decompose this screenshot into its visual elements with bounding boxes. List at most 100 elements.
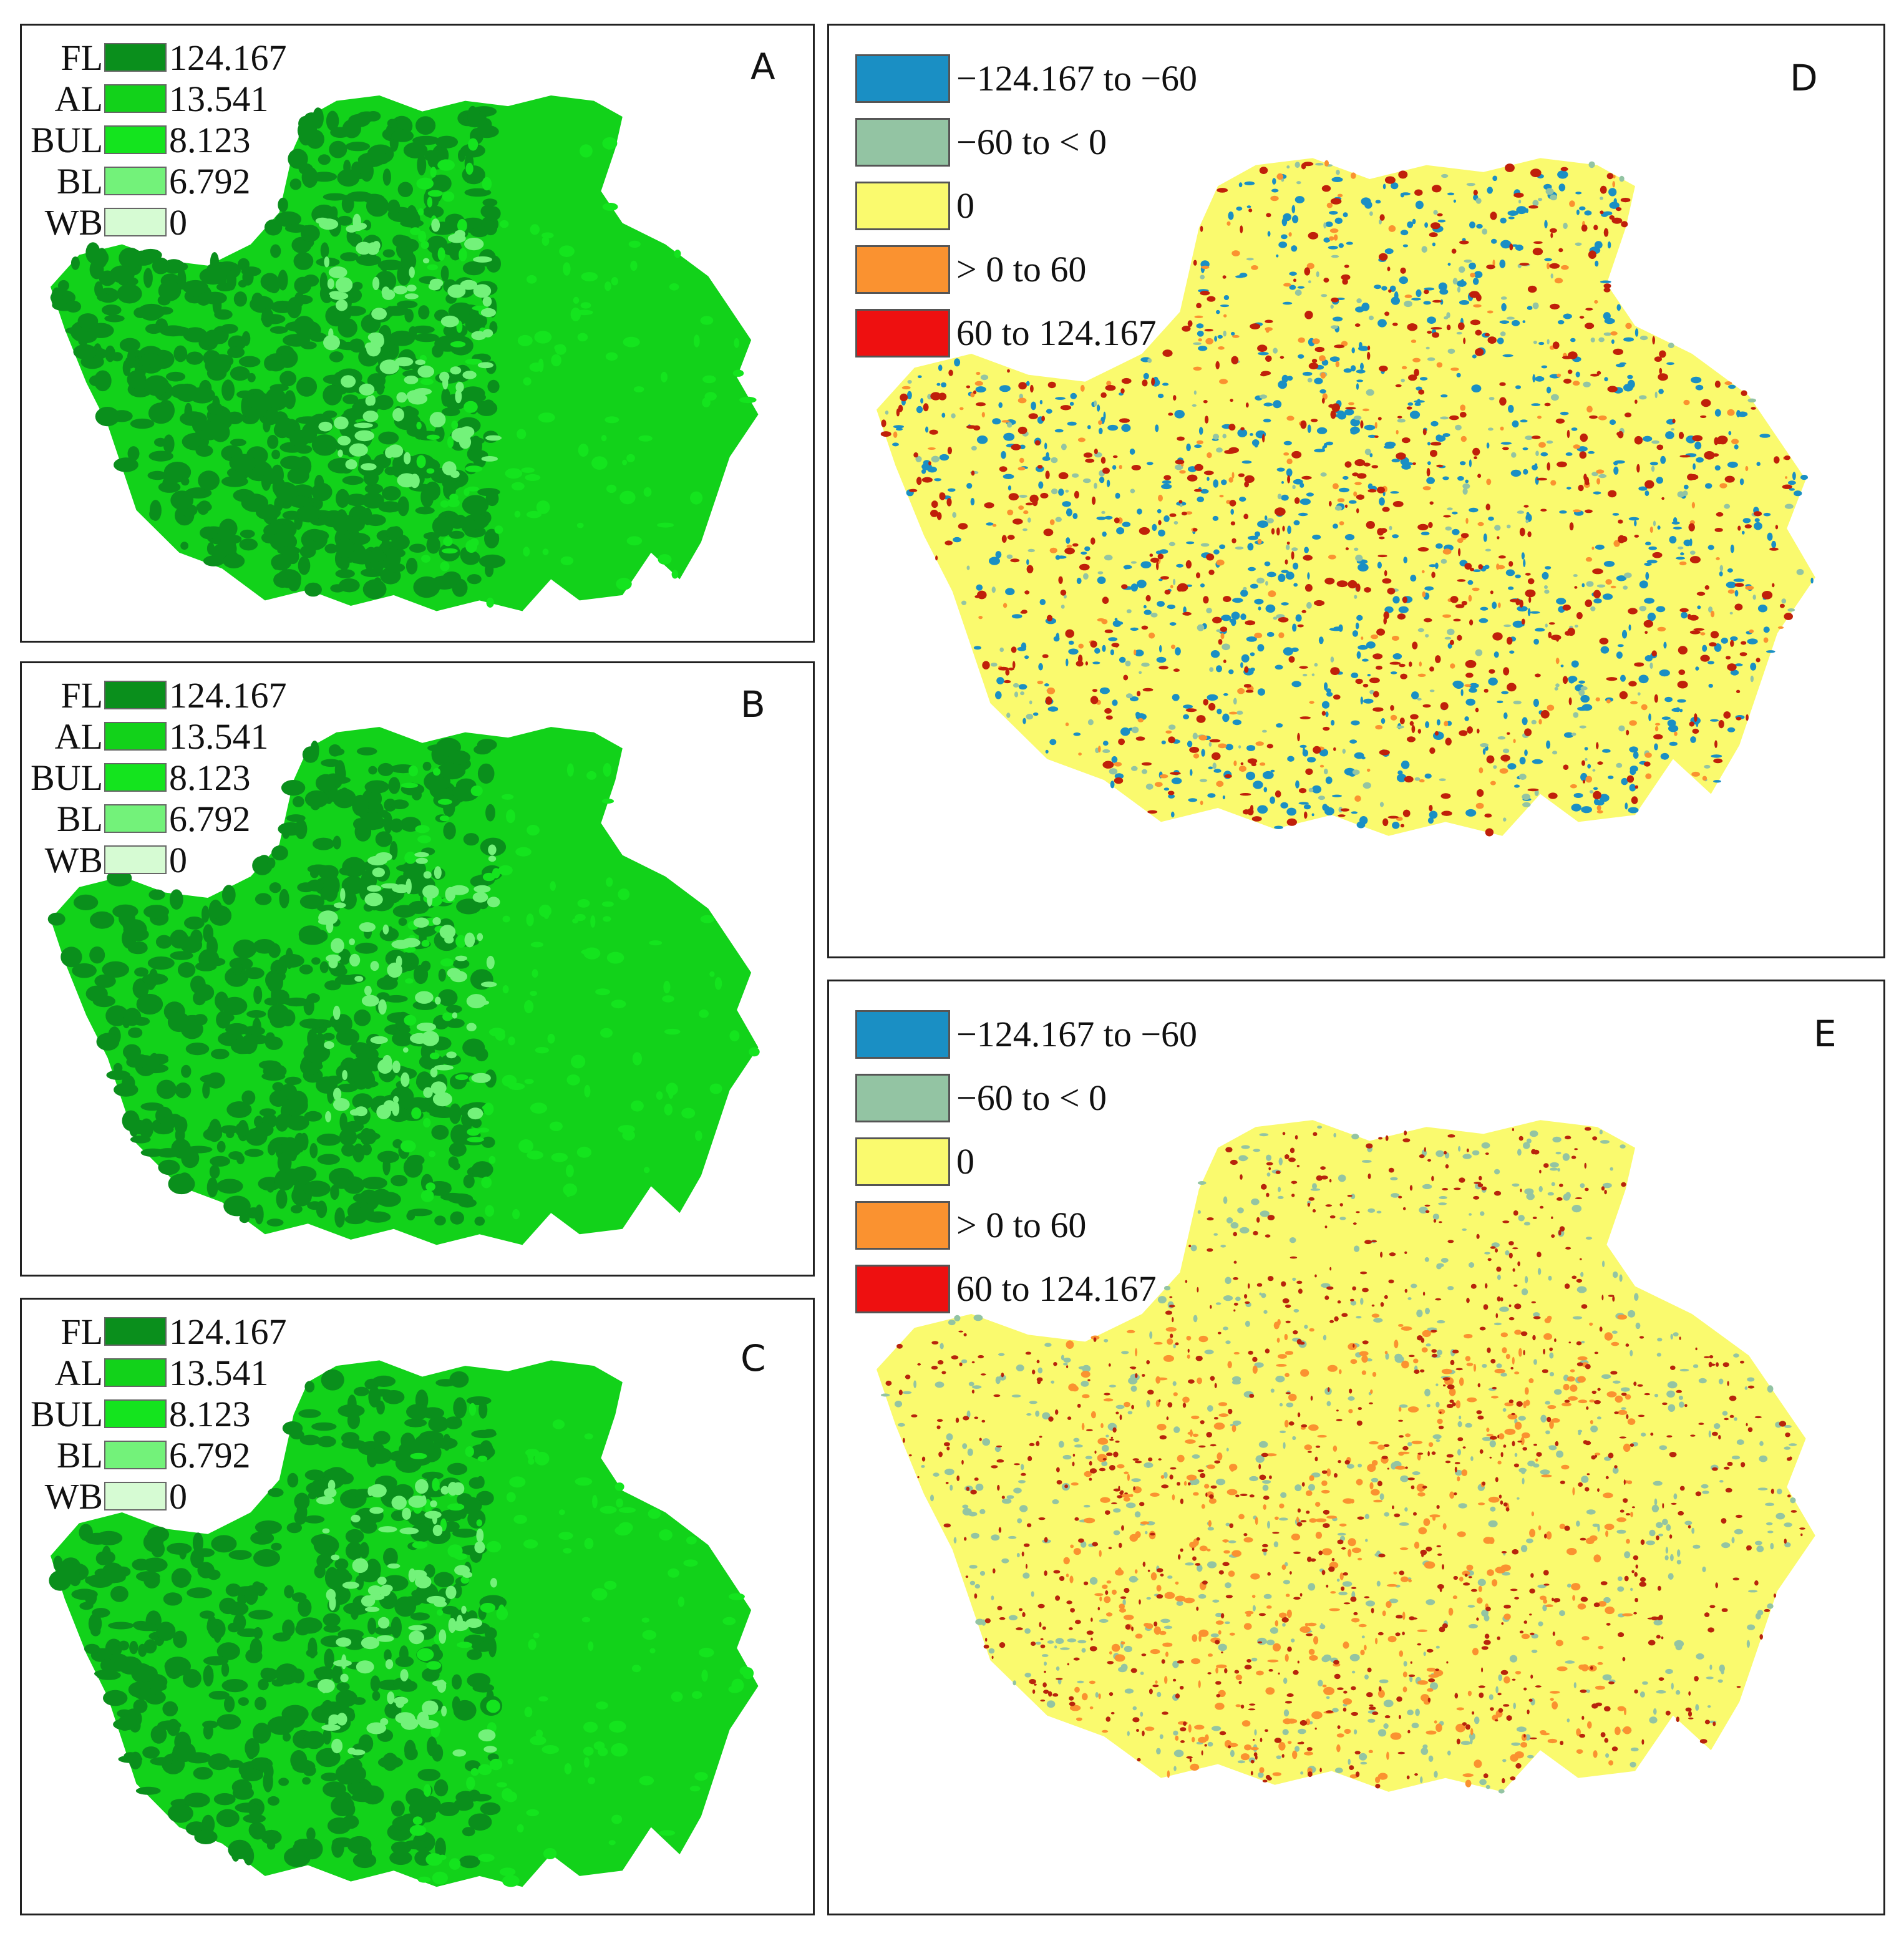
c-legend-item-al: AL 13.541 — [22, 1355, 334, 1392]
legend-swatch — [104, 208, 167, 236]
legend-swatch — [855, 1265, 950, 1313]
a-legend-item-al: AL 13.541 — [22, 80, 334, 118]
legend-code: BL — [56, 161, 103, 202]
legend-code: WB — [44, 840, 103, 880]
legend-swatch — [104, 1317, 167, 1346]
legend-label: > 0 to 60 — [956, 249, 1087, 289]
map-d-pos-low-patches — [893, 160, 1788, 821]
b-legend-item-bl: BL 6.792 — [22, 800, 334, 838]
panel-letter-e: E — [1814, 1013, 1837, 1055]
legend-swatch — [104, 43, 167, 72]
legend-code: FL — [61, 1311, 103, 1352]
c-legend-item-wb: WB 0 — [22, 1478, 334, 1515]
legend-value: 13.541 — [169, 79, 269, 119]
e-legend-item-3: > 0 to 60 — [855, 1201, 1230, 1251]
legend-swatch — [104, 681, 167, 709]
map-c-region-outline — [51, 1360, 759, 1887]
legend-label: 0 — [956, 185, 974, 226]
map-a-builtup-patches — [410, 137, 757, 608]
legend-value: 8.123 — [169, 757, 251, 798]
d-legend-item-4: 60 to 124.167 — [855, 309, 1230, 359]
legend-swatch — [104, 1399, 167, 1428]
map-e — [877, 1120, 1815, 1794]
legend-code: AL — [54, 716, 103, 757]
legend-label: 60 to 124.167 — [956, 313, 1157, 353]
d-legend-item-3: > 0 to 60 — [855, 245, 1230, 295]
legend-swatch — [855, 54, 950, 103]
legend-swatch — [855, 1010, 950, 1059]
panel-c: FL 124.167 AL 13.541 BUL 8.123 BL 6.792 WB 0 C — [20, 1298, 815, 1915]
legend-code: AL — [54, 79, 103, 119]
legend-code: BL — [56, 1435, 103, 1476]
legend-swatch — [855, 1137, 950, 1186]
map-b-bareland-patches — [318, 844, 500, 1122]
legend-swatch — [104, 1358, 167, 1387]
d-legend-item-0: −124.167 to −60 — [855, 54, 1230, 104]
panel-a: FL 124.167 AL 13.541 BUL 8.123 BL 6.792 WB 0 A — [20, 24, 815, 643]
legend-swatch — [104, 722, 167, 751]
e-legend-item-2: 0 — [855, 1137, 1230, 1187]
map-d — [877, 158, 1815, 837]
legend-code: FL — [61, 37, 103, 78]
legend-code: BUL — [31, 1394, 103, 1434]
panel-letter-c: C — [741, 1337, 766, 1379]
b-legend-item-fl: FL 124.167 — [22, 677, 334, 714]
d-legend-item-1: −60 to < 0 — [855, 118, 1230, 168]
map-c-bareland-patches — [316, 1479, 497, 1757]
legend-value: 124.167 — [169, 37, 287, 78]
legend-label: 0 — [956, 1141, 974, 1182]
a-legend-item-bul: BUL 8.123 — [22, 122, 334, 159]
legend-swatch — [104, 1482, 167, 1510]
map-a — [50, 95, 759, 611]
map-d-neg-high-patches — [892, 170, 1814, 829]
legend-swatch — [855, 1074, 950, 1122]
legend-swatch — [855, 1201, 950, 1250]
legend-swatch — [104, 167, 167, 195]
legend-swatch — [104, 84, 167, 113]
map-e-pos-low-patches — [1063, 1313, 1636, 1788]
legend-value: 6.792 — [169, 799, 251, 839]
map-b-builtup-patches — [400, 762, 760, 1220]
legend-label: −124.167 to −60 — [956, 58, 1198, 99]
legend-code: BUL — [31, 120, 103, 160]
panel-letter-d: D — [1790, 57, 1818, 99]
legend-swatch — [104, 125, 167, 154]
e-legend-item-1: −60 to < 0 — [855, 1074, 1230, 1124]
legend-code: WB — [44, 202, 103, 243]
legend-value: 0 — [169, 1476, 187, 1517]
legend-swatch — [855, 182, 950, 230]
map-d-neg-low-patches — [885, 161, 1804, 822]
legend-value: 0 — [169, 202, 187, 243]
a-legend-item-wb: WB 0 — [22, 204, 334, 241]
legend-value: 13.541 — [169, 1353, 269, 1393]
map-c — [49, 1360, 759, 1887]
legend-value: 124.167 — [169, 675, 287, 716]
map-b — [47, 727, 760, 1245]
legend-swatch — [855, 245, 950, 294]
d-legend-item-2: 0 — [855, 182, 1230, 231]
legend-value: 124.167 — [169, 1311, 287, 1352]
panel-b: FL 124.167 AL 13.541 BUL 8.123 BL 6.792 WB 0 B — [20, 661, 815, 1277]
map-e-pos-high-patches — [885, 1127, 1805, 1789]
legend-code: WB — [44, 1476, 103, 1517]
legend-label: −60 to < 0 — [956, 122, 1107, 162]
map-b-region-outline — [51, 727, 759, 1245]
legend-swatch — [855, 309, 950, 358]
map-d-region-outline — [877, 158, 1815, 836]
legend-swatch — [855, 118, 950, 167]
legend-value: 8.123 — [169, 120, 251, 160]
map-c-builtup-patches — [409, 1403, 754, 1887]
legend-swatch — [104, 804, 167, 833]
legend-label: −124.167 to −60 — [956, 1014, 1198, 1054]
legend-swatch — [104, 845, 167, 874]
legend-code: FL — [61, 675, 103, 716]
map-d-pos-high-patches — [880, 162, 1793, 837]
legend-label: > 0 to 60 — [956, 1205, 1087, 1245]
legend-value: 13.541 — [169, 716, 269, 757]
legend-label: −60 to < 0 — [956, 1077, 1107, 1118]
legend-label: 60 to 124.167 — [956, 1268, 1157, 1309]
legend-code: AL — [54, 1353, 103, 1393]
legend-value: 8.123 — [169, 1394, 251, 1434]
e-legend-item-4: 60 to 124.167 — [855, 1265, 1230, 1315]
legend-code: BL — [56, 799, 103, 839]
